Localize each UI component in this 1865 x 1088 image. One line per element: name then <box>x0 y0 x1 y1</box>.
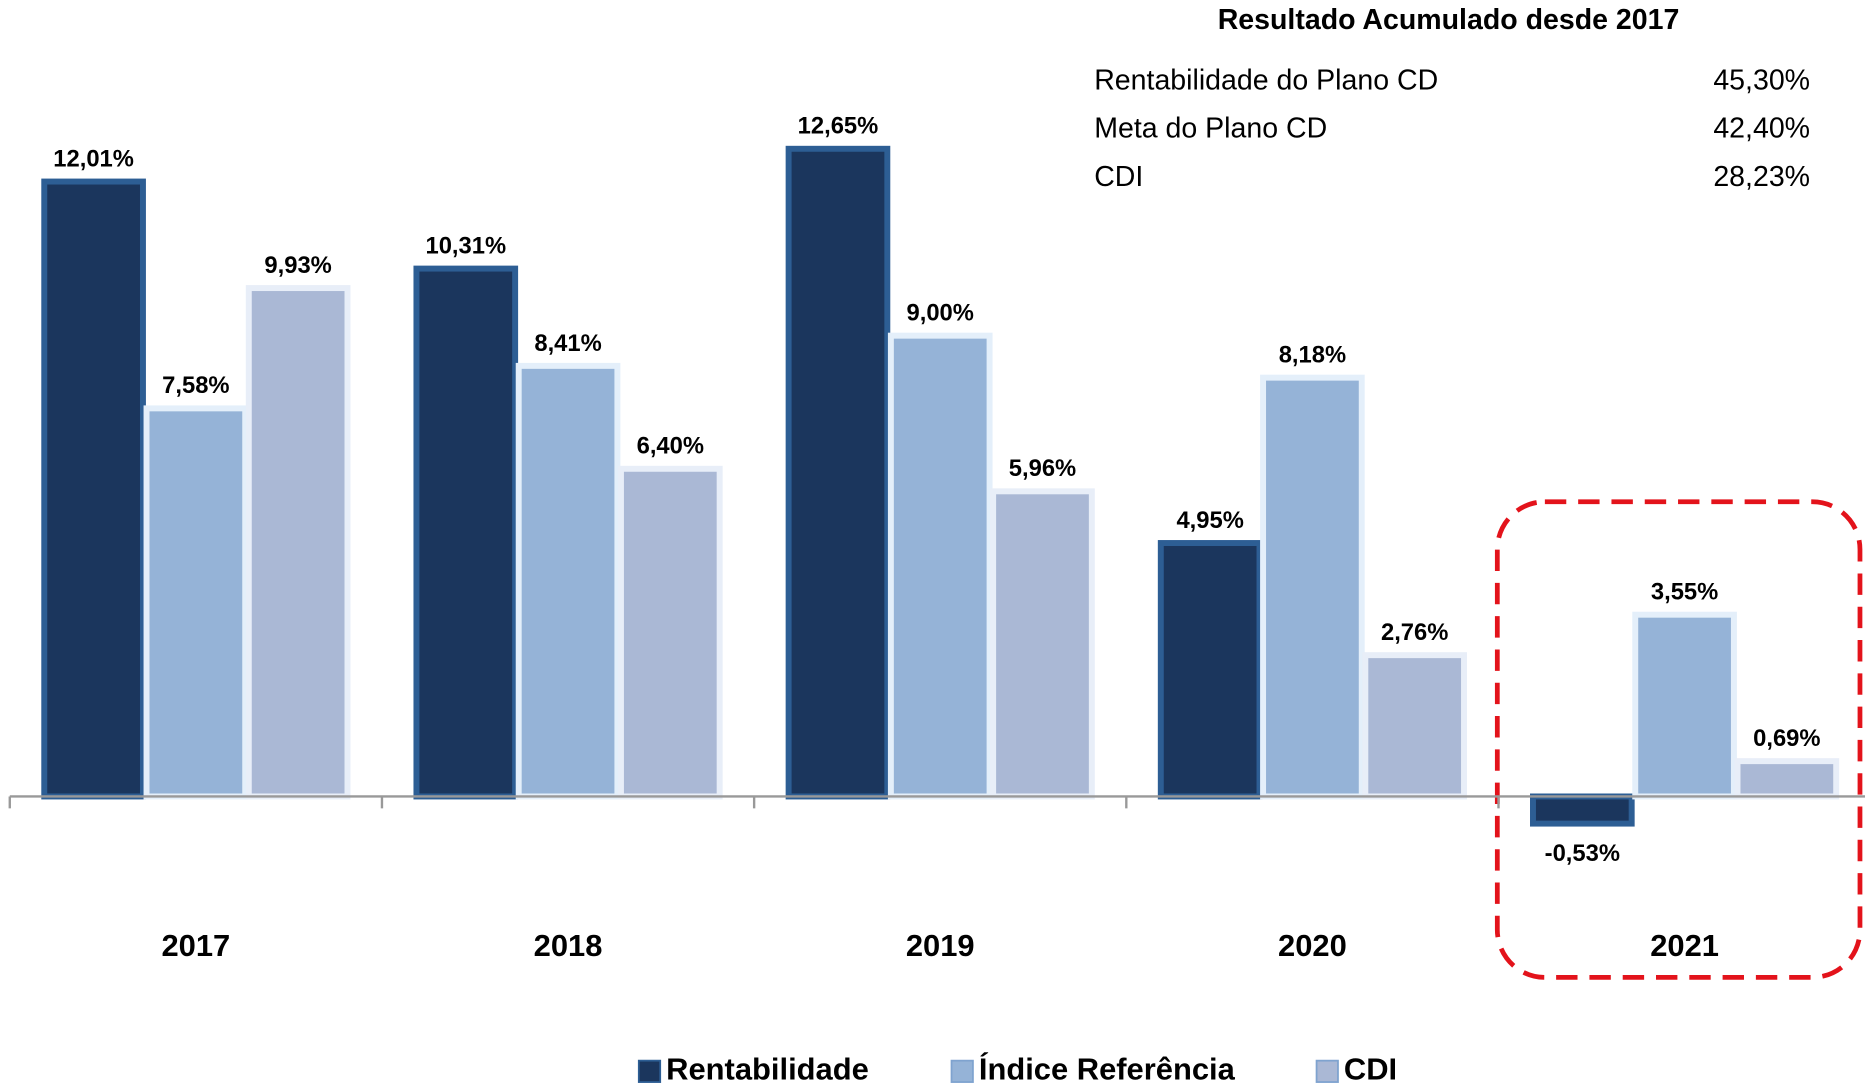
value-label: 12,01% <box>53 145 134 172</box>
value-label: 7,58% <box>162 372 229 399</box>
bar <box>1260 374 1365 800</box>
legend-swatch <box>637 1059 662 1083</box>
summary-value: 42,40% <box>1713 113 1810 145</box>
bar <box>887 332 993 800</box>
bar <box>41 178 146 800</box>
value-label: 4,95% <box>1176 507 1243 534</box>
bar <box>515 362 621 800</box>
value-label: 8,41% <box>534 330 601 357</box>
summary-value: 28,23% <box>1713 161 1810 193</box>
legend-label: Índice Referência <box>979 1052 1236 1087</box>
highlight-box <box>1494 499 1863 980</box>
value-label: 3,55% <box>1651 579 1718 606</box>
bar <box>1157 540 1263 800</box>
summary-label: Meta do Plano CD <box>1094 113 1327 145</box>
summary-value: 45,30% <box>1713 65 1810 97</box>
bar <box>1530 793 1635 827</box>
x-tick-label: 2018 <box>534 928 603 963</box>
bar <box>990 488 1095 800</box>
legend-label: CDI <box>1344 1052 1397 1087</box>
legend-label: Rentabilidade <box>666 1052 869 1087</box>
value-label: 10,31% <box>425 232 506 259</box>
summary-title: Resultado Acumulado desde 2017 <box>1218 4 1680 36</box>
bar <box>617 465 723 800</box>
bar <box>1632 611 1737 800</box>
value-label: 12,65% <box>798 113 879 140</box>
bar <box>1734 758 1840 800</box>
bar <box>785 145 891 800</box>
value-label: 0,69% <box>1753 725 1820 752</box>
value-label: 9,93% <box>264 252 331 279</box>
summary-label: CDI <box>1094 161 1143 193</box>
value-label: -0,53% <box>1545 840 1620 867</box>
legend-swatch <box>1315 1059 1339 1083</box>
x-tick-label: 2019 <box>906 928 975 963</box>
bar <box>413 265 519 800</box>
bar <box>1362 652 1467 800</box>
value-label: 2,76% <box>1381 619 1448 646</box>
value-label: 9,00% <box>907 300 974 327</box>
legend-swatch <box>950 1059 974 1083</box>
bar <box>245 285 351 800</box>
x-tick-label: 2020 <box>1278 928 1347 963</box>
summary-label: Rentabilidade do Plano CD <box>1094 65 1438 97</box>
value-label: 6,40% <box>637 433 704 460</box>
x-tick-label: 2021 <box>1650 928 1719 963</box>
x-tick-label: 2017 <box>161 928 230 963</box>
value-label: 8,18% <box>1279 342 1346 369</box>
value-label: 5,96% <box>1009 455 1076 482</box>
bar <box>143 405 249 800</box>
